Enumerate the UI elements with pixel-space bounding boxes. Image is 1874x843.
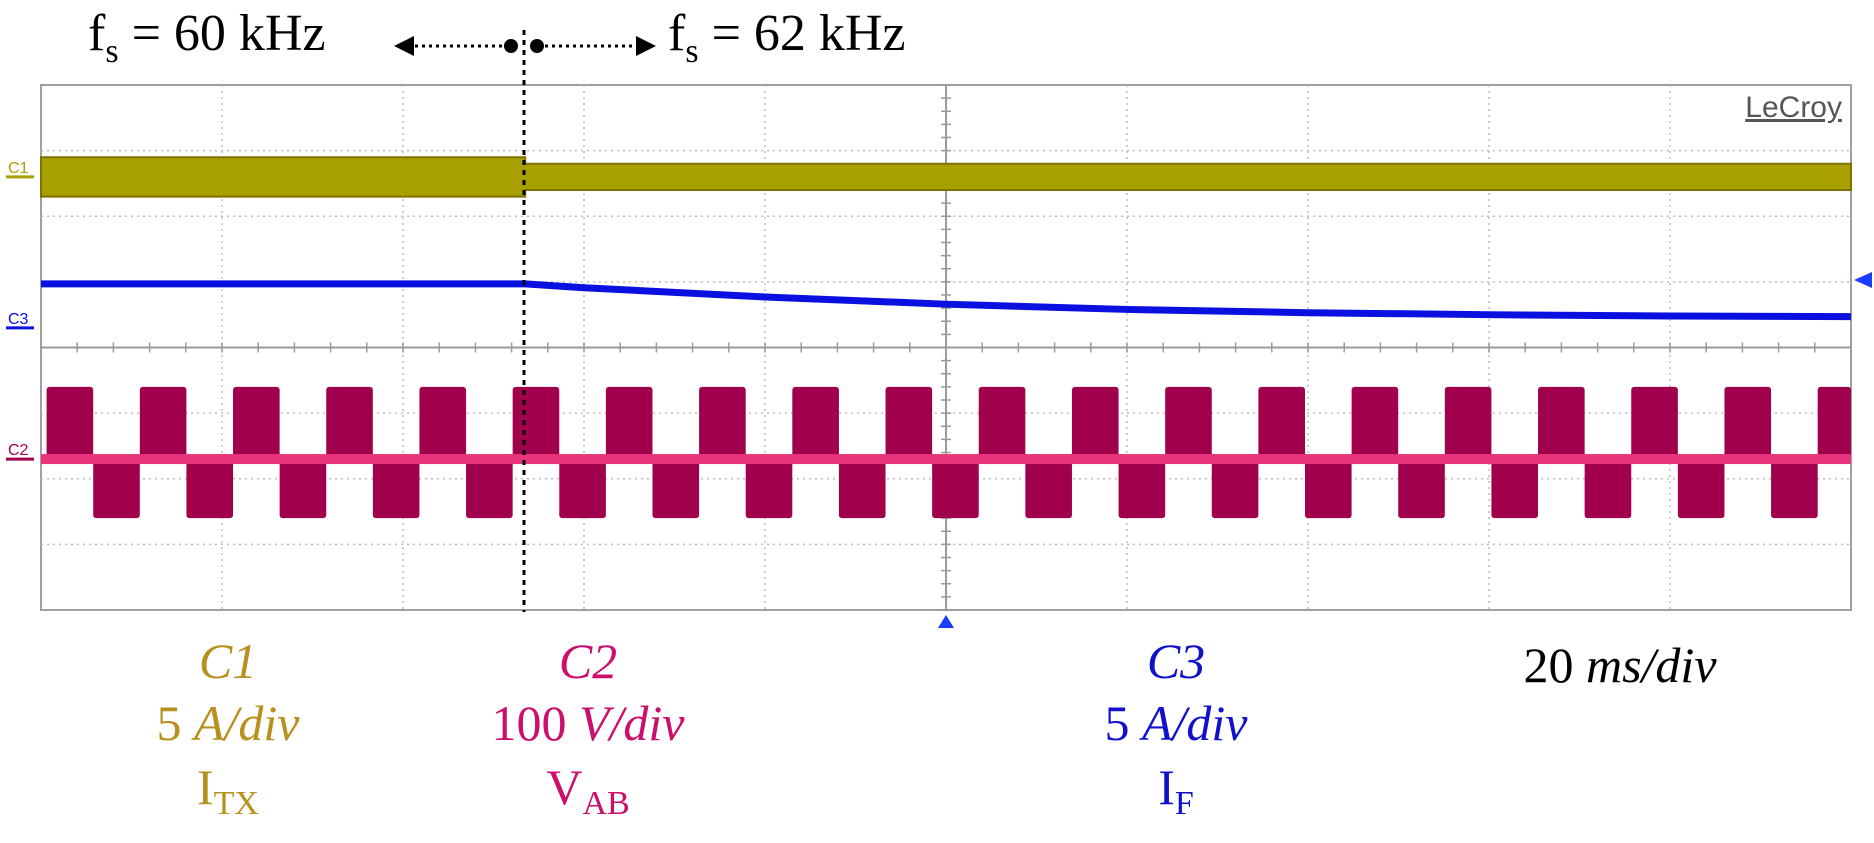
trace-c3 [41, 280, 1852, 321]
burst-high [512, 386, 560, 460]
burst-low [466, 459, 513, 519]
burst-high [1165, 386, 1212, 460]
burst-high [1538, 386, 1585, 460]
c3-name: C3 [1146, 633, 1206, 689]
channel-marker-c3: C3 [8, 311, 29, 328]
freq-label-right: fs = 62 kHz [668, 5, 906, 70]
burst-high [139, 386, 187, 460]
burst-high [1631, 386, 1678, 460]
burst-high [1071, 386, 1119, 460]
left-arrow [394, 36, 518, 56]
c2-scale: 100 V/div [491, 695, 685, 751]
burst-low [93, 459, 140, 519]
c2-signal: VAB [546, 759, 630, 822]
burst-low [1211, 459, 1259, 519]
c1-signal: ITX [197, 759, 259, 822]
trace-c2 [41, 386, 1851, 519]
c3-info: C3 5 A/div IF [1076, 636, 1276, 821]
burst-low [838, 459, 886, 519]
burst-low [652, 459, 700, 519]
burst-low [1771, 459, 1818, 519]
burst-high [978, 386, 1026, 460]
burst-high [1444, 386, 1492, 460]
burst-low [745, 459, 793, 519]
burst-high [1258, 386, 1305, 460]
burst-high [792, 386, 839, 460]
burst-low [186, 459, 234, 519]
c2-name: C2 [558, 633, 618, 689]
burst-high [1724, 386, 1772, 460]
traces [40, 156, 1852, 519]
trace-c1 [40, 156, 1852, 198]
c1-name: C1 [198, 633, 258, 689]
burst-high [233, 386, 280, 460]
burst-low [1025, 459, 1072, 519]
trace-c2-center [41, 454, 1851, 465]
burst-high [605, 386, 653, 460]
c1-info: C1 5 A/div ITX [128, 636, 328, 821]
burst-low [1677, 459, 1725, 519]
c1-scale: 5 A/div [156, 695, 300, 751]
burst-low [1118, 459, 1166, 519]
burst-low [1491, 459, 1539, 519]
burst-high [46, 386, 94, 460]
burst-low [1584, 459, 1632, 519]
burst-high [1351, 386, 1399, 460]
burst-high [699, 386, 746, 460]
c3-signal: IF [1158, 759, 1194, 822]
channel-marker-c2: C2 [8, 442, 29, 459]
c3-scale: 5 A/div [1104, 695, 1248, 751]
burst-low [1398, 459, 1445, 519]
burst-high [419, 386, 467, 460]
burst-low [559, 459, 606, 519]
burst-low [279, 459, 327, 519]
channel-marker-c1: C1 [8, 160, 29, 177]
trigger-level-marker [1854, 272, 1872, 288]
burst-high [1817, 386, 1851, 460]
burst-low [372, 459, 420, 519]
burst-low [1304, 459, 1352, 519]
burst-high [885, 386, 933, 460]
brand-logo: LeCroy [1745, 91, 1842, 124]
timebase-label: 20 ms/div [1523, 637, 1717, 693]
channel-markers: C1 C2 C3 [6, 160, 34, 461]
freq-label-left: fs = 60 kHz [88, 5, 326, 70]
burst-high [326, 386, 373, 460]
right-arrow [530, 36, 656, 56]
burst-low [932, 459, 979, 519]
trigger-position-marker [938, 615, 954, 628]
c2-info: C2 100 V/div VAB [458, 636, 718, 821]
